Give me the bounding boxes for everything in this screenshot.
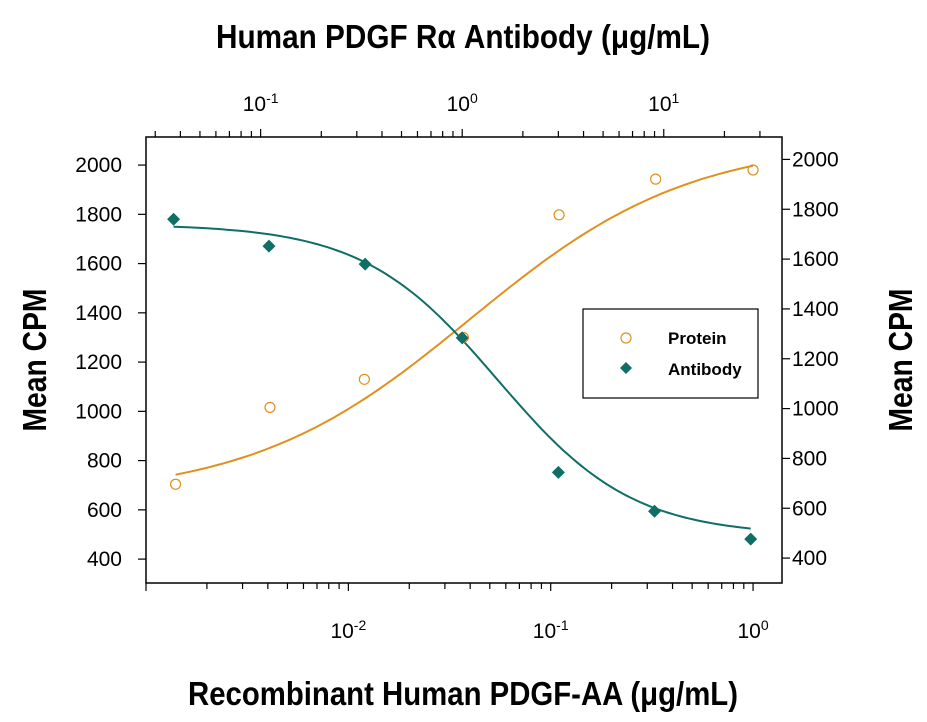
protein-point — [747, 164, 759, 176]
y-axis-label-left: Mean CPM — [16, 289, 53, 432]
y_left-tick-label: 1800 — [75, 203, 122, 226]
y_right-tick-label: 1800 — [792, 198, 839, 221]
y_left-tick-label: 2000 — [75, 154, 122, 177]
y_left-tick-label: 400 — [87, 548, 122, 571]
legend-label-antibody: Antibody — [668, 360, 742, 379]
data-points — [167, 164, 759, 546]
axes: 10-2 10-1 100 10-1 100 101 400 600 800 1000 1200 14… — [75, 90, 838, 643]
legend-marker-protein — [620, 332, 632, 344]
x_bottom-tick-label: 10-1 — [533, 617, 569, 643]
protein-point — [553, 209, 565, 221]
y_left-tick-label: 1000 — [75, 400, 122, 423]
protein-point — [264, 401, 276, 414]
antibody-point — [167, 212, 181, 226]
chart-title: Human PDGF Rα Antibody (μg/mL) — [216, 18, 710, 55]
plot-frame — [145, 136, 783, 584]
y-axis-label-right: Mean CPM — [882, 289, 919, 432]
y_right-tick-label: 2000 — [792, 148, 839, 171]
antibody-point — [455, 331, 469, 345]
legend: Protein Antibody — [582, 308, 759, 399]
y_left-tick-label: 1600 — [75, 253, 122, 276]
legend-marker-antibody — [620, 362, 632, 374]
y_right-tick-label: 400 — [792, 547, 827, 570]
antibody-point — [744, 532, 758, 546]
y_right-tick-label: 1600 — [792, 248, 839, 271]
x_top-tick-label: 100 — [447, 90, 478, 116]
y_right-tick-label: 1400 — [792, 298, 839, 321]
y_left-tick-label: 800 — [87, 450, 122, 473]
antibody-point — [648, 504, 662, 518]
x_bottom-tick-label: 10-2 — [330, 617, 366, 643]
y_right-tick-label: 1000 — [792, 398, 839, 421]
x_bottom-tick-label: 100 — [737, 617, 768, 643]
x_top-tick-label: 10-1 — [243, 90, 279, 116]
y_left-tick-label: 1400 — [75, 302, 122, 325]
antibody-point — [358, 257, 372, 271]
y_right-tick-label: 600 — [792, 497, 827, 520]
y_left-tick-label: 1200 — [75, 351, 122, 374]
legend-label-protein: Protein — [668, 329, 727, 348]
protein-fit-curve — [175, 164, 754, 476]
antibody-point — [551, 465, 565, 479]
y_right-tick-label: 1200 — [792, 348, 839, 371]
x-axis-label: Recombinant Human PDGF-AA (μg/mL) — [188, 675, 738, 712]
protein-point — [358, 373, 370, 385]
y_left-tick-label: 600 — [87, 499, 122, 522]
antibody-point — [262, 239, 276, 253]
legend-box — [582, 308, 759, 399]
x_top-tick-label: 101 — [648, 90, 679, 116]
protein-point — [650, 173, 662, 185]
protein-point — [169, 478, 182, 490]
y_right-tick-label: 800 — [792, 447, 827, 470]
